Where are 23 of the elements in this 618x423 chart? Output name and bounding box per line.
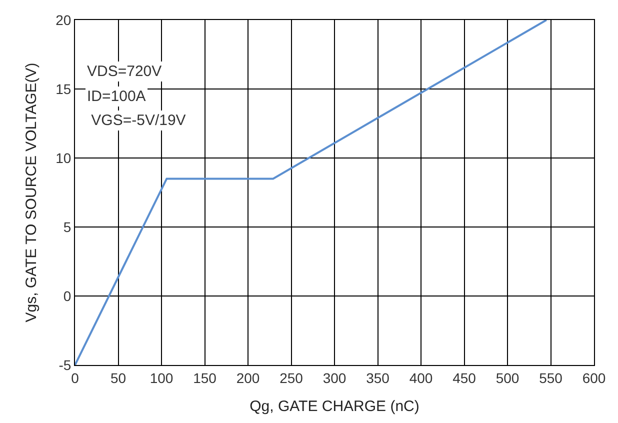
annotation: VGS=-5V/19V xyxy=(87,112,186,129)
annotation: ID=100A xyxy=(87,88,146,105)
x-tick-label: 50 xyxy=(110,370,126,386)
y-tick-label: 15 xyxy=(56,80,72,97)
x-tick-label: 200 xyxy=(236,370,260,386)
x-tick-label: 450 xyxy=(452,370,476,386)
x-axis-title: Qg, GATE CHARGE (nC) xyxy=(250,398,420,415)
x-tick-label: 100 xyxy=(150,370,174,386)
y-tick-label: 0 xyxy=(63,288,72,304)
x-tick-label: 350 xyxy=(366,370,390,386)
y-axis-title: Vgs, GATE TO SOURCE VOLTAGE(V) xyxy=(22,62,40,322)
x-tick-label: 550 xyxy=(539,370,563,386)
x-tick-label: 500 xyxy=(496,370,520,386)
y-tick-label: -5 xyxy=(58,356,72,373)
x-tick-label: 600 xyxy=(582,370,606,386)
x-tick-label: 250 xyxy=(280,370,304,386)
x-tick-label: 400 xyxy=(409,370,433,386)
x-tick-label: 150 xyxy=(193,370,217,386)
x-tick-label: 300 xyxy=(322,370,346,386)
y-tick-label: 10 xyxy=(56,150,72,166)
y-tick-label: 20 xyxy=(56,12,72,28)
y-tick-label: 5 xyxy=(63,218,72,235)
annotation: VDS=720V xyxy=(87,63,162,80)
